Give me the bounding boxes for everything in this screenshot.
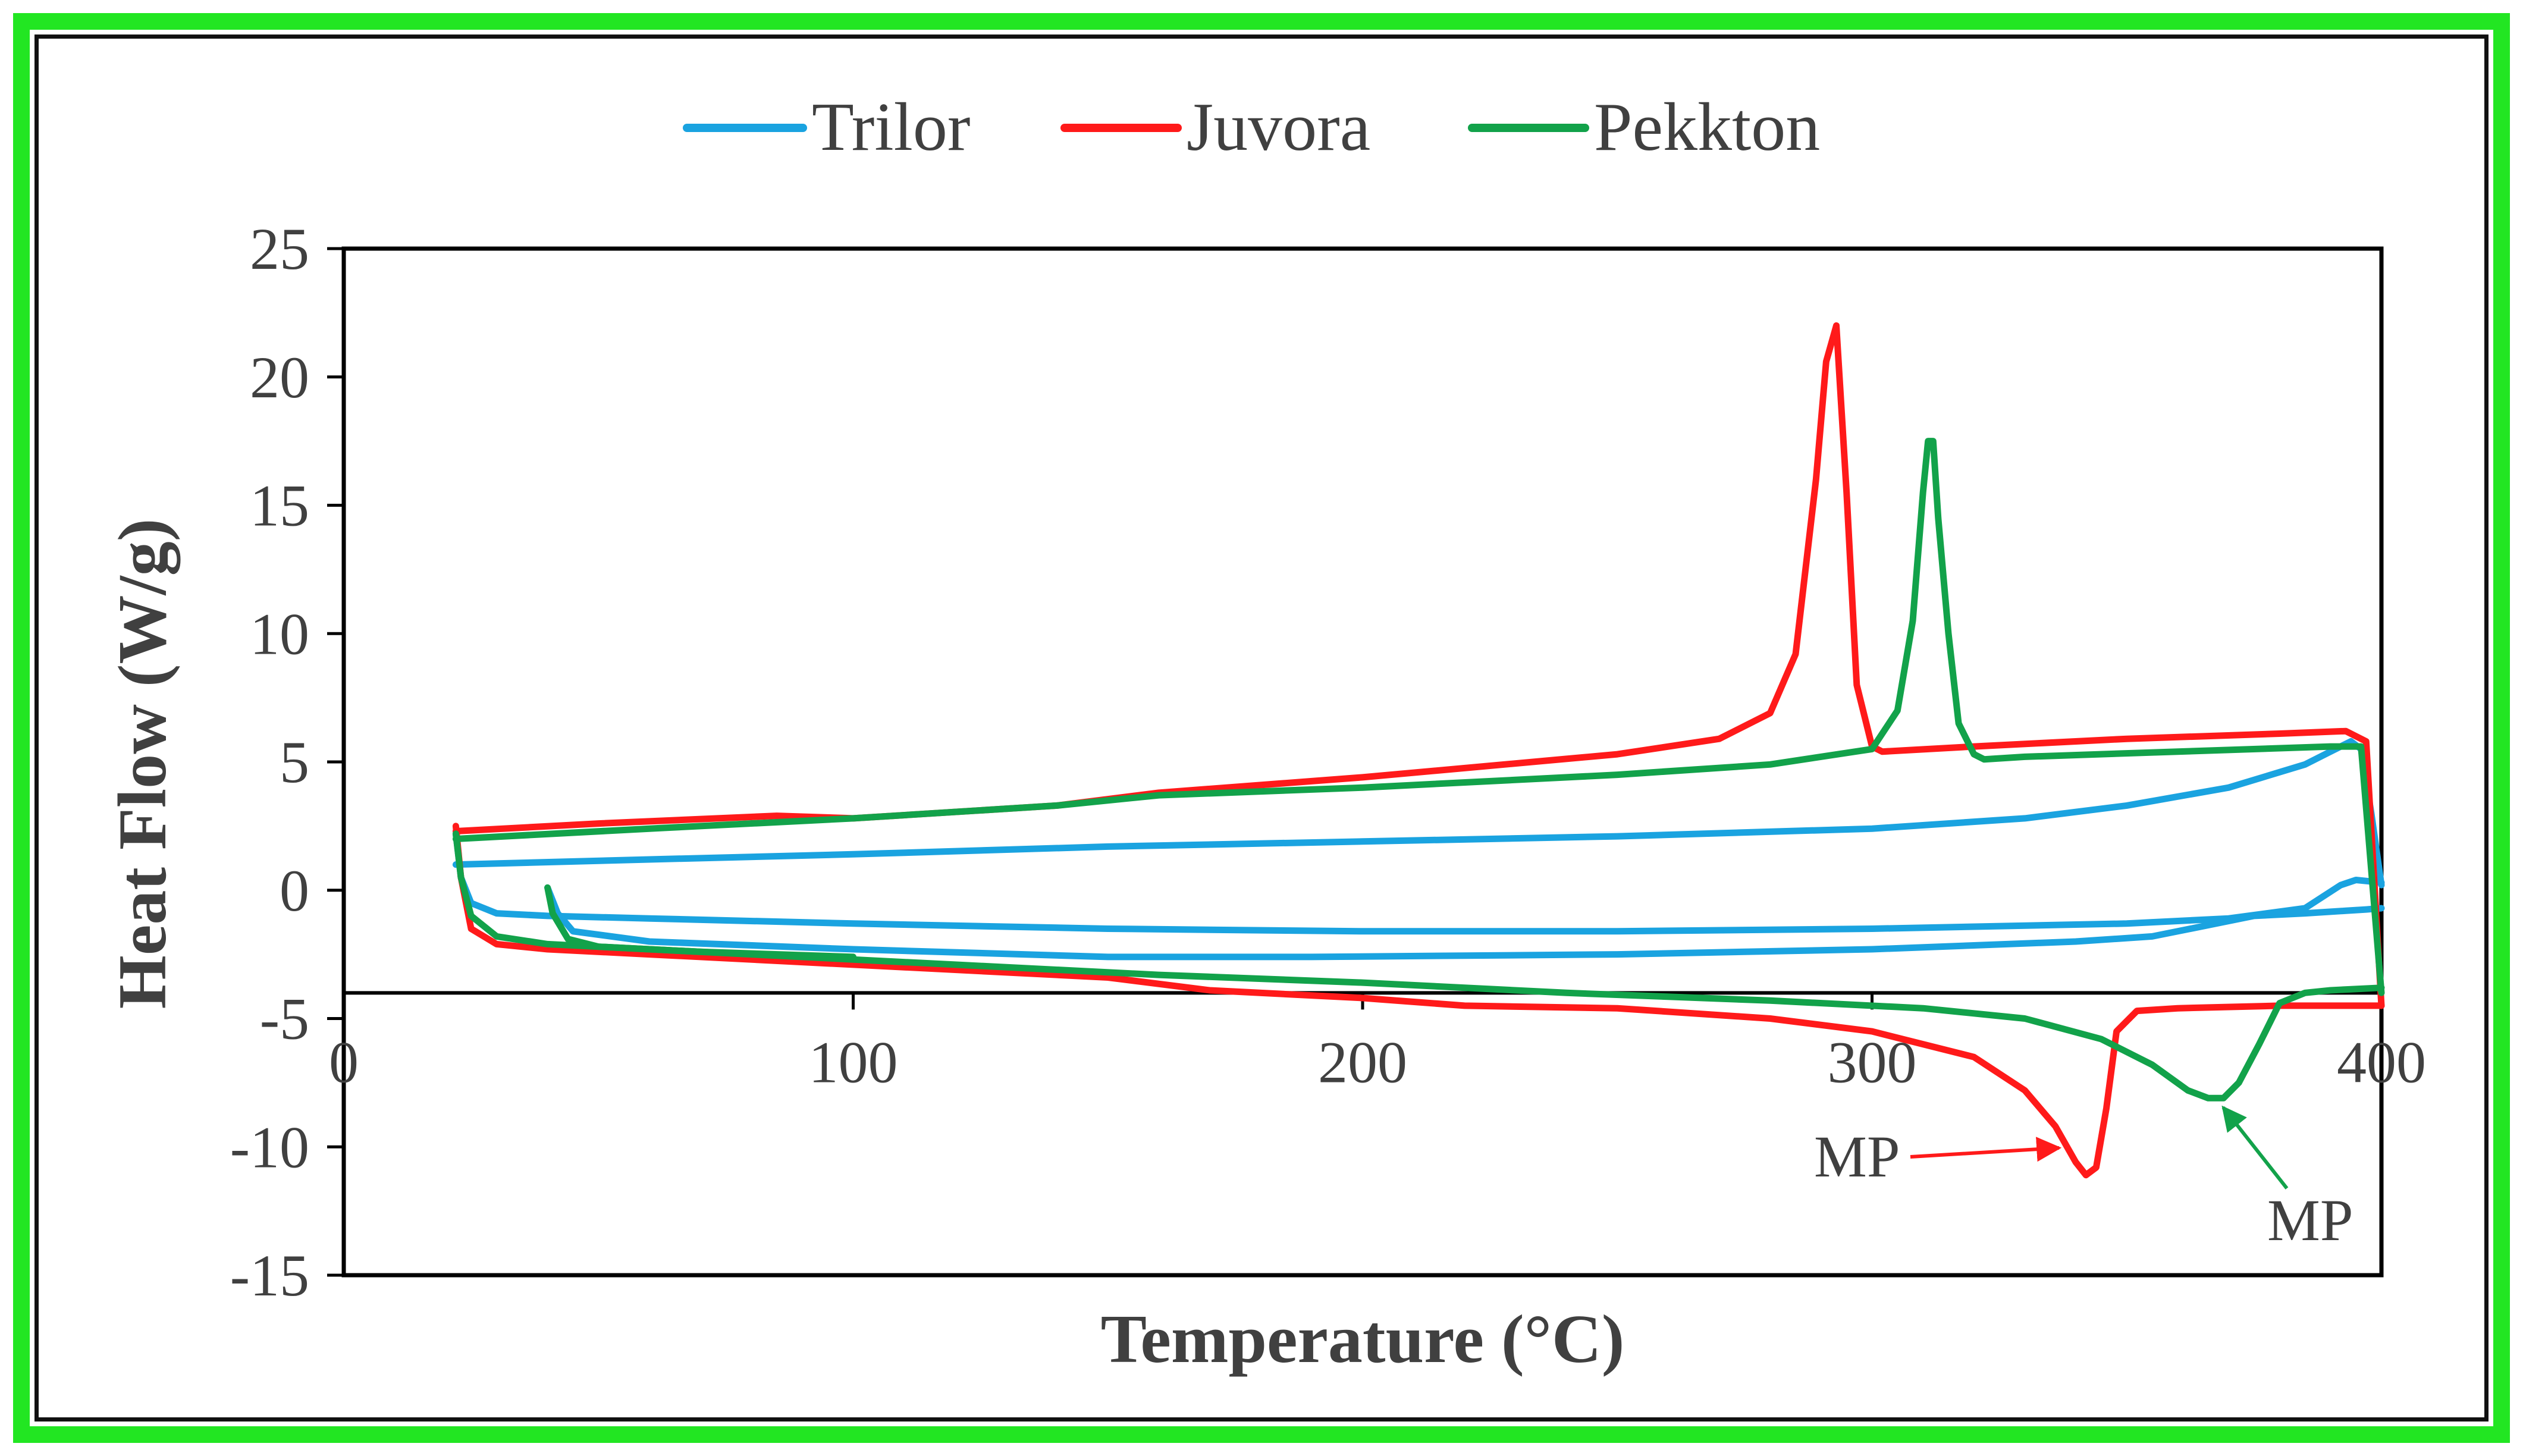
x-tick-label: 400 [2337,1029,2426,1095]
y-tick-label: 15 [250,473,309,539]
figure-frame [13,13,2510,1443]
y-tick-label: 0 [280,858,309,924]
plot-area-border [341,246,2384,1278]
x-axis-title: Temperature (°C) [1101,1301,1625,1377]
annotation-mp-pekkton: MP [2221,1105,2353,1253]
y-tick-label: -5 [260,986,309,1052]
y-tick-label: 10 [250,601,309,667]
y-axis-title: Heat Flow (W/g) [105,519,181,1009]
y-axis: 25 20 15 10 5 0 -5 -10 -15 [230,216,344,1308]
x-tick-label: 100 [809,1029,898,1095]
series-line-pekkton-1 [452,438,2385,996]
legend-label-trilor: Trilor [812,89,971,165]
annotation-mp-juvora: MP [1814,1124,2062,1190]
series-line-pekkton-2 [452,830,2385,1102]
x-tick-label: 0 [329,1029,359,1095]
annotation-mp-juvora-arrow [1910,1137,2062,1162]
series-line-trilor-1 [452,738,2385,889]
series-line-pekkton-3 [544,884,856,961]
annotation-mp-pekkton-arrow [2221,1105,2289,1190]
x-axis: 0 100 200 300 400 [329,993,2426,1095]
legend-label-pekkton: Pekkton [1594,89,1820,165]
series-layer [452,322,2385,1179]
y-tick-label: -10 [230,1114,309,1180]
y-tick-label: 20 [250,344,309,410]
legend: Trilor Juvora Pekkton [683,89,1820,165]
x-tick-label: 200 [1318,1029,1407,1095]
series-line-juvora-2 [452,823,2385,1179]
y-tick-label: 25 [250,216,309,282]
annotation-mp-juvora-label: MP [1814,1124,1900,1190]
annotation-mp-pekkton-label: MP [2267,1187,2353,1253]
series-line-trilor-3 [544,884,2385,961]
y-tick-label: 5 [280,729,309,795]
series-line-trilor-2 [452,830,2385,935]
legend-label-juvora: Juvora [1187,89,1370,165]
y-tick-label: -15 [230,1242,309,1308]
series-line-juvora-1 [452,322,2385,1009]
